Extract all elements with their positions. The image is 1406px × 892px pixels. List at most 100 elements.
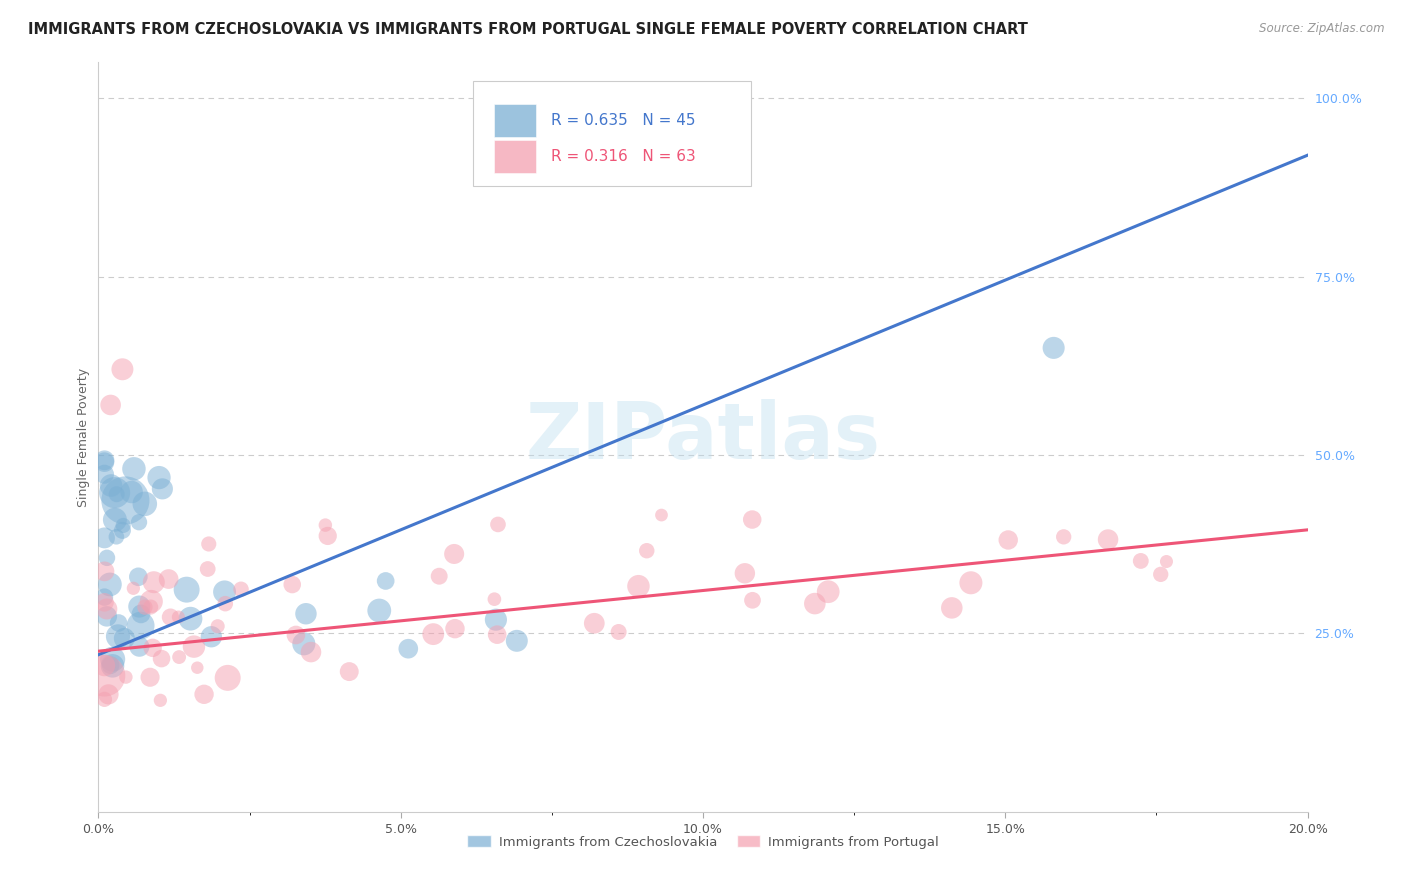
- Point: [105, 487, 128, 501]
- Point: [197, 562, 219, 576]
- Point: [217, 671, 239, 685]
- Point: [93, 531, 115, 545]
- Point: [292, 637, 315, 651]
- Point: [96, 609, 118, 624]
- Point: [997, 533, 1019, 547]
- Point: [1150, 567, 1173, 582]
- Point: [374, 574, 396, 588]
- Point: [443, 547, 465, 561]
- Point: [427, 569, 450, 583]
- Point: [486, 517, 509, 532]
- Point: [636, 543, 658, 558]
- Point: [115, 670, 138, 684]
- Point: [368, 603, 391, 617]
- Point: [214, 597, 236, 611]
- Point: [150, 482, 173, 496]
- Legend: Immigrants from Czechoslovakia, Immigrants from Portugal: Immigrants from Czechoslovakia, Immigran…: [461, 830, 945, 854]
- Point: [960, 575, 983, 590]
- Point: [1129, 554, 1152, 568]
- Point: [93, 595, 115, 609]
- Point: [93, 668, 115, 682]
- Point: [583, 616, 606, 631]
- Point: [104, 485, 127, 500]
- Point: [314, 518, 336, 533]
- Point: [127, 570, 149, 584]
- Point: [121, 485, 143, 500]
- Point: [98, 577, 121, 591]
- Point: [176, 582, 198, 597]
- Point: [129, 607, 152, 621]
- Point: [159, 610, 181, 624]
- Point: [142, 640, 165, 655]
- Point: [817, 584, 839, 599]
- Point: [167, 650, 190, 665]
- Point: [101, 658, 124, 673]
- Point: [299, 645, 322, 659]
- Point: [229, 582, 252, 597]
- Point: [337, 665, 360, 679]
- Point: [96, 602, 118, 616]
- Point: [183, 640, 205, 654]
- Point: [107, 615, 129, 630]
- Point: [627, 579, 650, 593]
- Point: [107, 629, 129, 643]
- Point: [134, 600, 156, 615]
- Point: [607, 624, 630, 639]
- Point: [148, 470, 170, 484]
- Point: [295, 607, 318, 621]
- Point: [484, 592, 506, 607]
- Point: [506, 633, 529, 648]
- Point: [129, 618, 152, 632]
- Point: [93, 565, 115, 579]
- Point: [741, 593, 763, 607]
- Point: [111, 524, 134, 538]
- Point: [179, 612, 201, 626]
- Point: [93, 455, 115, 469]
- Point: [422, 627, 444, 641]
- Point: [122, 462, 145, 476]
- Point: [105, 530, 128, 544]
- Point: [93, 467, 115, 482]
- Point: [804, 597, 827, 611]
- Y-axis label: Single Female Poverty: Single Female Poverty: [77, 368, 90, 507]
- Point: [150, 651, 173, 665]
- Point: [197, 537, 219, 551]
- Point: [186, 661, 208, 675]
- Point: [100, 398, 122, 412]
- Point: [1042, 341, 1064, 355]
- FancyBboxPatch shape: [474, 81, 751, 186]
- Point: [139, 600, 162, 615]
- Point: [650, 508, 672, 522]
- Point: [149, 693, 172, 707]
- Point: [486, 627, 509, 641]
- Point: [741, 512, 763, 526]
- Point: [281, 577, 304, 591]
- Point: [142, 575, 165, 590]
- FancyBboxPatch shape: [494, 103, 536, 137]
- Point: [1156, 555, 1178, 569]
- Point: [97, 687, 120, 701]
- FancyBboxPatch shape: [494, 140, 536, 173]
- Point: [93, 453, 115, 467]
- Point: [485, 613, 508, 627]
- Text: ZIPatlas: ZIPatlas: [526, 399, 880, 475]
- Point: [139, 670, 162, 684]
- Point: [941, 600, 963, 615]
- Point: [284, 628, 307, 642]
- Point: [214, 585, 236, 599]
- Point: [734, 566, 756, 581]
- Point: [1053, 530, 1076, 544]
- Text: Source: ZipAtlas.com: Source: ZipAtlas.com: [1260, 22, 1385, 36]
- Point: [111, 362, 134, 376]
- Point: [96, 550, 118, 565]
- Point: [112, 518, 135, 533]
- Point: [167, 610, 190, 624]
- Point: [1097, 533, 1119, 547]
- Point: [93, 658, 115, 673]
- Text: IMMIGRANTS FROM CZECHOSLOVAKIA VS IMMIGRANTS FROM PORTUGAL SINGLE FEMALE POVERTY: IMMIGRANTS FROM CZECHOSLOVAKIA VS IMMIGR…: [28, 22, 1028, 37]
- Point: [316, 529, 339, 543]
- Point: [93, 692, 115, 706]
- Point: [93, 590, 115, 604]
- Text: R = 0.635   N = 45: R = 0.635 N = 45: [551, 113, 695, 128]
- Point: [100, 478, 122, 492]
